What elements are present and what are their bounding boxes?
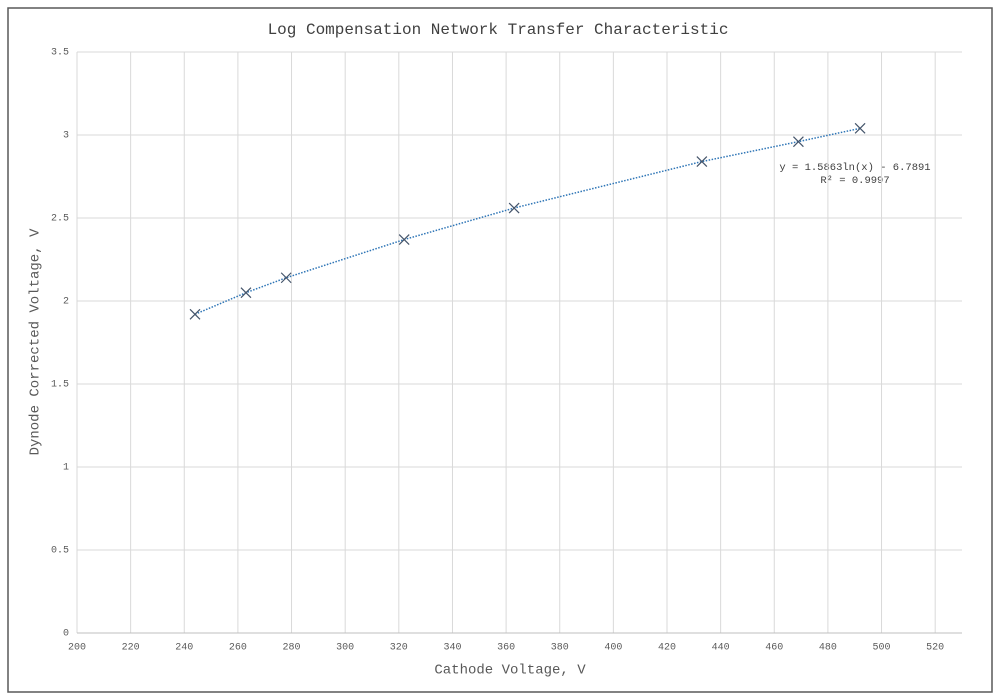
x-tick-label: 420 xyxy=(658,643,676,654)
x-tick-label: 480 xyxy=(819,643,837,654)
x-tick-label: 220 xyxy=(122,643,140,654)
y-axis-label: Dynode Corrected Voltage, V xyxy=(28,228,44,455)
x-tick-label: 320 xyxy=(390,643,408,654)
y-tick-label: 2.5 xyxy=(51,214,69,225)
marker xyxy=(854,122,866,134)
x-tick-label: 260 xyxy=(229,643,247,654)
marker xyxy=(189,308,201,320)
x-tick-label: 500 xyxy=(873,643,891,654)
x-tick-label: 460 xyxy=(765,643,783,654)
marker xyxy=(696,156,708,167)
chart-title: Log Compensation Network Transfer Charac… xyxy=(268,21,729,39)
x-tick-label: 360 xyxy=(497,643,515,654)
x-tick-label: 340 xyxy=(443,643,461,654)
y-tick-label: 3.5 xyxy=(51,48,69,59)
x-tick-label: 280 xyxy=(283,643,301,654)
y-tick-label: 2 xyxy=(63,297,69,308)
x-axis-label: Cathode Voltage, V xyxy=(434,663,586,679)
marker xyxy=(398,234,410,246)
chart-frame xyxy=(7,7,993,693)
y-tick-label: 0 xyxy=(63,629,69,640)
trend-r2: R² = 0.9997 xyxy=(820,175,889,187)
y-tick-label: 1.5 xyxy=(51,380,69,391)
x-tick-label: 380 xyxy=(551,643,569,654)
x-tick-label: 440 xyxy=(712,643,730,654)
trendline xyxy=(194,127,861,315)
marker xyxy=(508,202,520,214)
y-tick-label: 3 xyxy=(63,131,69,142)
y-tick-label: 1 xyxy=(63,463,69,474)
x-tick-label: 520 xyxy=(926,643,944,654)
x-tick-label: 400 xyxy=(604,643,622,654)
marker xyxy=(280,272,292,284)
marker xyxy=(792,136,804,148)
trend-equation: y = 1.5863ln(x) - 6.7891 xyxy=(779,162,930,174)
x-tick-label: 240 xyxy=(175,643,193,654)
x-tick-label: 200 xyxy=(68,643,86,654)
marker xyxy=(240,287,252,299)
x-tick-label: 300 xyxy=(336,643,354,654)
y-tick-label: 0.5 xyxy=(51,546,69,557)
